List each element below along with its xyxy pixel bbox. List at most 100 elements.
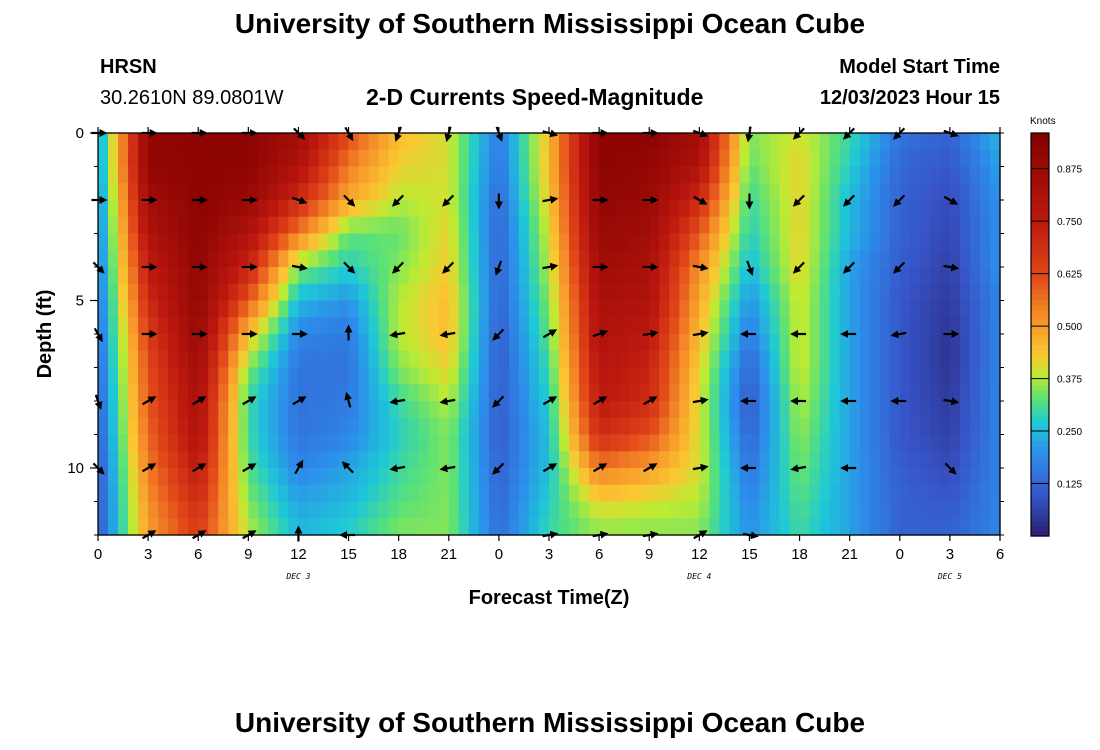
- heat-cell: [609, 451, 620, 469]
- heat-cell: [148, 149, 159, 168]
- heat-cell: [569, 183, 580, 201]
- heat-cell: [819, 484, 831, 503]
- heat-cell: [218, 216, 229, 235]
- heat-cell: [849, 401, 861, 419]
- heat-cell: [448, 166, 460, 184]
- heat-cell: [609, 267, 620, 285]
- heat-cell: [338, 317, 350, 335]
- colorbar-segment: [1031, 339, 1049, 346]
- current-arrow: [692, 396, 709, 405]
- heat-cell: [338, 367, 350, 385]
- heat-cell: [308, 166, 320, 184]
- heat-cell: [619, 183, 630, 201]
- heat-cell: [599, 417, 610, 436]
- heat-cell: [659, 300, 670, 318]
- heat-cell: [709, 518, 720, 536]
- heat-cell: [949, 216, 961, 235]
- heat-cell: [679, 233, 690, 251]
- heat-cell: [138, 384, 149, 402]
- heat-cell: [488, 317, 500, 335]
- heat-cell: [248, 133, 259, 151]
- x-tick-label: 21: [440, 546, 457, 563]
- heat-cell: [749, 317, 761, 335]
- heat-cell: [809, 468, 821, 486]
- heat-cell: [789, 300, 801, 318]
- heat-cell: [198, 200, 209, 218]
- heat-cell: [599, 501, 610, 519]
- heat-cell: [308, 283, 320, 302]
- heat-cell: [849, 334, 861, 352]
- heat-cell: [569, 334, 580, 352]
- heat-cell: [288, 183, 300, 201]
- heat-cell: [959, 233, 971, 251]
- heat-cell: [829, 484, 841, 503]
- heat-cell: [498, 384, 510, 402]
- heat-cell: [939, 451, 951, 469]
- colorbar-segment: [1031, 188, 1049, 195]
- heat-cell: [158, 216, 169, 235]
- heat-cell: [228, 133, 239, 151]
- heat-cell: [308, 133, 320, 151]
- heat-cell: [278, 233, 290, 251]
- heat-cell: [959, 200, 971, 218]
- heat-cell: [478, 417, 490, 436]
- heat-cell: [979, 250, 991, 268]
- heat-cell: [488, 417, 500, 436]
- heat-cell: [128, 267, 139, 285]
- heat-cell: [498, 183, 510, 201]
- heat-cell: [769, 300, 781, 318]
- heat-cell: [128, 250, 139, 268]
- heat-cell: [308, 216, 320, 235]
- heat-cell: [528, 200, 540, 218]
- heat-cell: [408, 216, 420, 235]
- heat-cell: [458, 183, 470, 201]
- heat-cell: [859, 401, 871, 419]
- heat-cell: [358, 149, 370, 168]
- heat-cell: [388, 250, 400, 268]
- date-label: DEC 3: [285, 572, 310, 581]
- heat-cell: [278, 317, 290, 335]
- heat-cell: [478, 233, 490, 251]
- heat-cell: [799, 334, 811, 352]
- heat-cell: [939, 233, 951, 251]
- heat-cell: [448, 233, 460, 251]
- heat-cell: [659, 484, 670, 503]
- heat-cell: [929, 350, 941, 369]
- heat-cell: [979, 401, 991, 419]
- colorbar-segment: [1031, 369, 1049, 376]
- heat-cell: [679, 200, 690, 218]
- heat-cell: [368, 417, 380, 436]
- heat-cell: [789, 468, 801, 486]
- heat-cell: [739, 350, 751, 369]
- heat-cell: [629, 451, 640, 469]
- heat-cell: [198, 434, 209, 452]
- heat-cell: [328, 468, 340, 486]
- heat-cell: [358, 283, 370, 302]
- heat-cell: [328, 417, 340, 436]
- heat-cell: [228, 350, 239, 369]
- heat-cell: [859, 501, 871, 519]
- heat-cell: [538, 233, 550, 251]
- heat-cell: [238, 501, 249, 519]
- heat-cell: [939, 417, 951, 436]
- heat-cell: [899, 317, 911, 335]
- heat-cell: [268, 334, 279, 352]
- x-tick-label: 0: [94, 546, 102, 563]
- heat-cell: [108, 300, 119, 318]
- heat-cell: [128, 133, 139, 151]
- heat-cell: [799, 250, 811, 268]
- heat-cell: [669, 183, 680, 201]
- heat-cell: [508, 451, 520, 469]
- heat-cell: [959, 384, 971, 402]
- heat-cell: [368, 317, 380, 335]
- heat-cell: [208, 283, 219, 302]
- heat-cell: [629, 417, 640, 436]
- heat-cell: [549, 367, 560, 385]
- heat-cell: [739, 417, 751, 436]
- heat-cell: [869, 283, 881, 302]
- heat-cell: [398, 216, 410, 235]
- heat-cell: [569, 401, 580, 419]
- heat-cell: [609, 350, 620, 369]
- heat-cell: [178, 200, 189, 218]
- heat-cell: [869, 133, 881, 151]
